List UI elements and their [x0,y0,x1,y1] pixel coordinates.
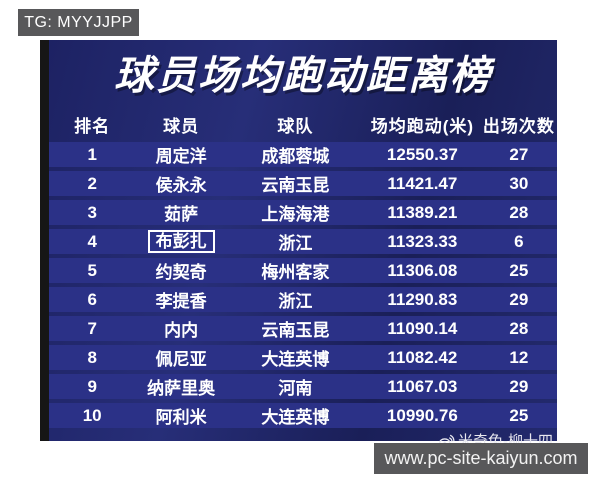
table-row: 1 周定洋 成都蓉城 12550.37 27 [49,142,557,167]
site-url-label: www.pc-site-kaiyun.com [384,448,578,468]
distance-cell: 12550.37 [386,144,458,164]
header-distance: 场均跑动(米) [370,116,475,136]
rank-cell: 9 [87,376,97,396]
player-cell: 佩尼亚 [155,350,207,369]
appearances-cell: 29 [509,289,529,309]
rank-cell: 1 [87,144,97,164]
distance-cell: 11421.47 [387,173,458,193]
rank-cell: 6 [87,289,97,309]
distance-cell: 11067.03 [387,376,458,396]
team-cell: 云南玉昆 [261,176,330,195]
tg-watermark-label: TG: MYYJJPP [24,13,133,31]
appearances-cell: 6 [514,231,524,251]
distance-cell: 11306.08 [387,260,458,280]
distance-cell: 11082.42 [387,347,458,367]
header-appearances: 出场次数 [482,116,555,136]
tg-watermark-badge: TG: MYYJJPP [18,9,139,36]
player-cell: 李提香 [155,292,207,311]
distance-cell: 11389.21 [387,202,458,222]
header-rank: 排名 [74,116,111,136]
rank-cell: 5 [87,260,97,280]
header-team: 球队 [277,116,314,136]
rank-cell: 8 [87,347,97,367]
player-cell: 纳萨里奥 [147,379,216,398]
table-row: 10 阿利米 大连英博 10990.76 25 [49,403,557,428]
table-row: 7 内内 云南玉昆 11090.14 28 [49,316,557,341]
team-cell: 成都蓉城 [261,147,330,166]
rank-cell: 7 [87,318,97,338]
distance-cell: 11323.33 [387,231,458,251]
player-cell: 约契奇 [155,263,207,282]
rank-cell: 10 [82,405,102,425]
appearances-cell: 27 [509,144,529,164]
player-cell: 阿利米 [155,408,207,427]
highlighted-player-box: 布彭扎 [147,230,215,253]
player-cell: 周定洋 [155,147,207,166]
player-cell: 茹萨 [164,205,199,224]
table-row: 8 佩尼亚 大连英博 11082.42 12 [49,345,557,370]
team-cell: 大连英博 [261,408,330,427]
table-row: 6 李提香 浙江 11290.83 29 [49,287,557,312]
distance-cell: 11290.83 [387,289,458,309]
table-row: 5 约契奇 梅州客家 11306.08 25 [49,258,557,283]
appearances-cell: 25 [509,260,529,280]
ranking-board: 球员场均跑动距离榜 排名 球员 球队 场均跑动(米) 出场次数 1 周定洋 成都蓉城… [40,40,557,450]
team-cell: 梅州客家 [261,263,330,282]
team-cell: 浙江 [278,292,313,311]
table-row: 9 纳萨里奥 河南 11067.03 29 [49,374,557,399]
team-cell: 河南 [278,379,313,398]
distance-cell: 11090.14 [387,318,458,338]
appearances-cell: 30 [509,173,529,193]
player-cell: 内内 [164,321,199,340]
player-cell: 布彭扎 [135,230,226,253]
site-url-badge: www.pc-site-kaiyun.com [374,443,588,474]
team-cell: 云南玉昆 [261,321,330,340]
rank-cell: 3 [87,202,97,222]
board-title: 球员场均跑动距离榜 [114,54,492,98]
rank-cell: 4 [87,231,97,251]
table-row: 2 侯永永 云南玉昆 11421.47 30 [49,171,557,196]
table-row: 3 茹萨 上海海港 11389.21 28 [49,200,557,225]
appearances-cell: 25 [509,405,529,425]
header-player: 球员 [163,116,200,136]
appearances-cell: 28 [509,202,529,222]
appearances-cell: 28 [509,318,529,338]
team-cell: 上海海港 [261,205,330,224]
team-cell: 大连英博 [261,350,330,369]
team-cell: 浙江 [278,234,313,253]
appearances-cell: 29 [509,376,529,396]
table-body: 1 周定洋 成都蓉城 12550.37 27 2 侯永永 云南玉昆 11421.47 30 3 茹萨上… [49,142,557,428]
appearances-cell: 12 [509,347,529,367]
table-row: 4 布彭扎 浙江 11323.33 6 [49,229,557,254]
table-header-row: 排名 球员 球队 场均跑动(米) 出场次数 [49,110,557,138]
rank-cell: 2 [87,173,97,193]
player-cell: 侯永永 [155,176,207,195]
distance-cell: 10990.76 [386,405,458,425]
